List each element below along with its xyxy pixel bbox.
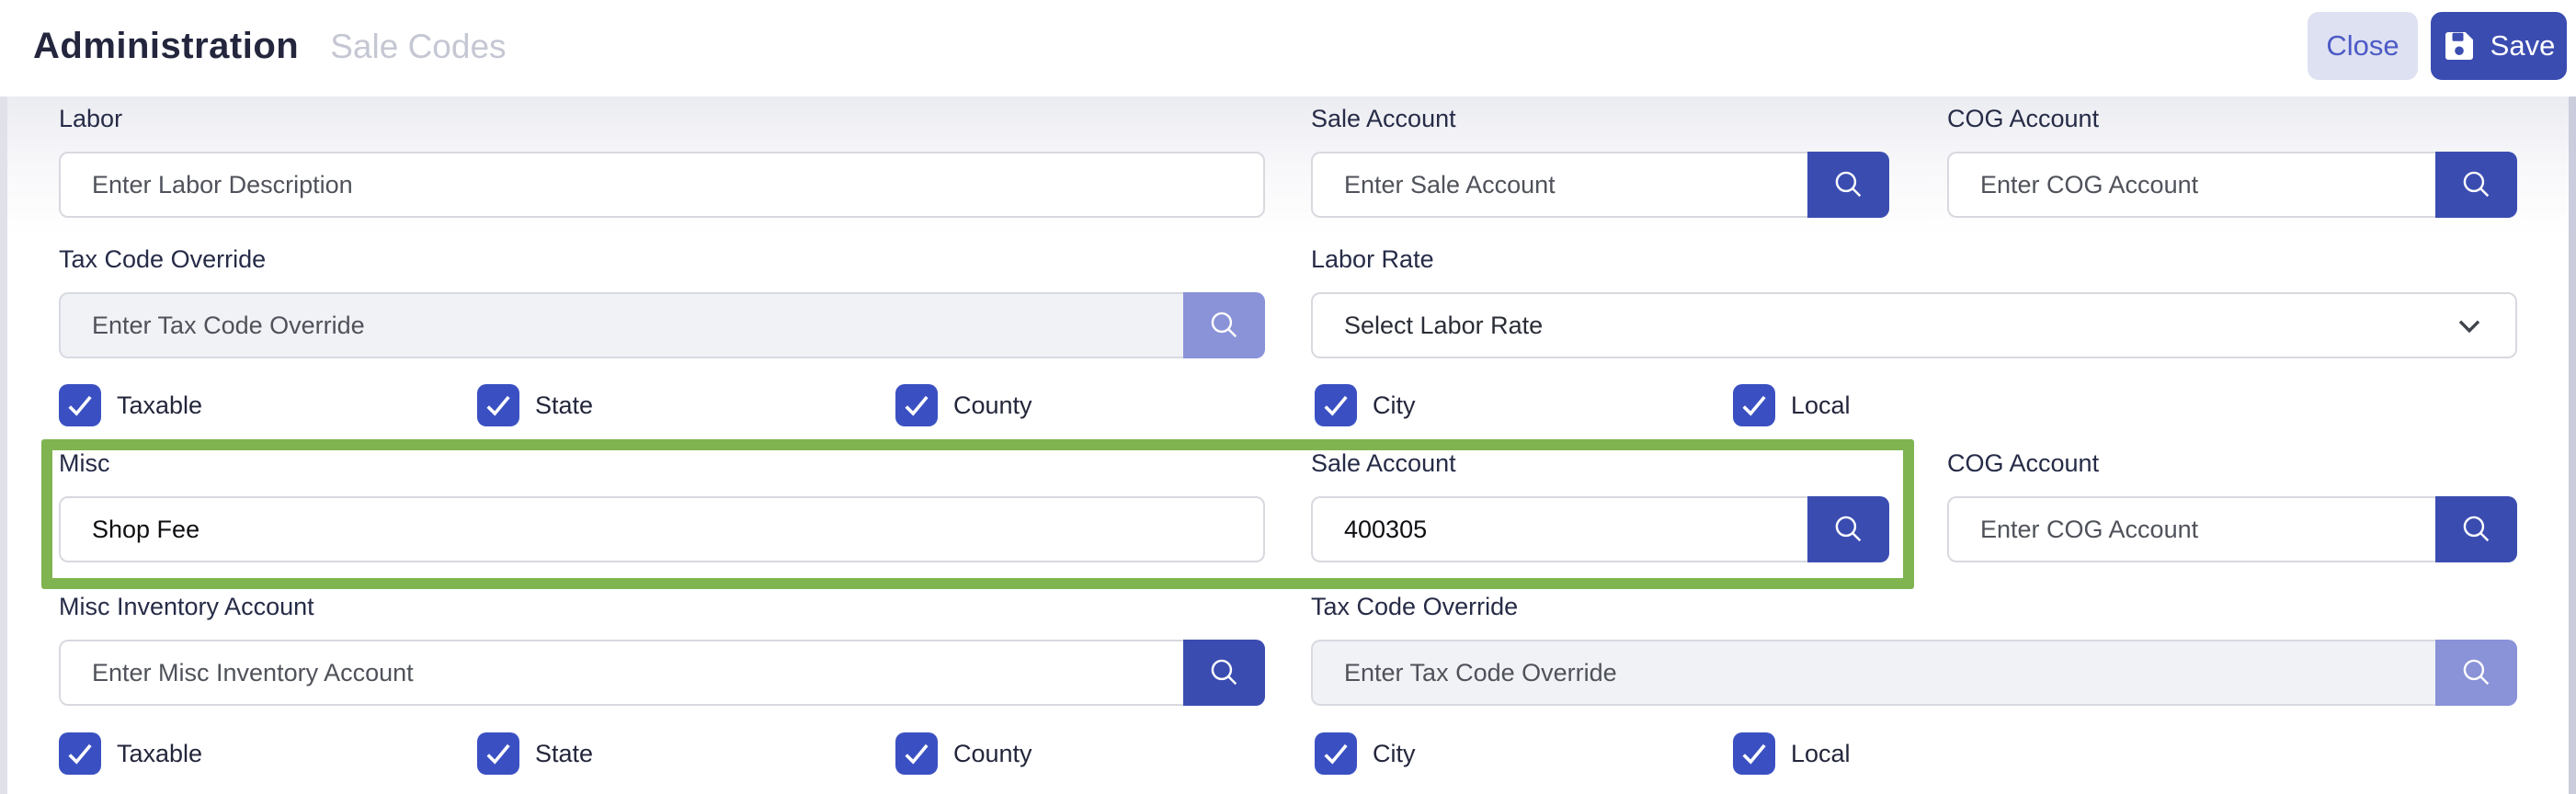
checkbox-taxable[interactable]: Taxable <box>59 384 202 426</box>
save-button[interactable]: Save <box>2431 12 2567 80</box>
checkbox-county-misc[interactable]: County <box>895 732 1032 775</box>
labor-rate-field: Labor Rate Select Labor Rate <box>1311 244 2517 358</box>
checkbox-label: Taxable <box>117 739 203 767</box>
check-icon <box>905 395 929 416</box>
checkbox-box <box>895 732 938 775</box>
check-icon <box>1742 743 1766 765</box>
checkbox-city[interactable]: City <box>1315 384 1416 426</box>
checkbox-label: State <box>535 391 594 419</box>
checkbox-box <box>477 384 519 426</box>
misc-sale-account-field: Sale Account <box>1311 448 1889 562</box>
misc-inventory-account-search-button[interactable] <box>1183 640 1265 706</box>
header-actions: Close Save <box>2308 12 2567 80</box>
tax-code-override-field: Tax Code Override <box>59 244 1265 358</box>
misc-tax-code-override-field: Tax Code Override <box>1311 591 2517 706</box>
tax-code-override-input <box>59 292 1183 358</box>
check-icon <box>1742 395 1766 416</box>
checkbox-box <box>1733 732 1775 775</box>
check-icon <box>68 395 92 416</box>
checkbox-taxable-misc[interactable]: Taxable <box>59 732 202 775</box>
labor-rate-select[interactable]: Select Labor Rate <box>1311 292 2517 358</box>
cog-account-label: COG Account <box>1947 105 2100 132</box>
checkbox-county[interactable]: County <box>895 384 1032 426</box>
checkbox-box <box>59 384 101 426</box>
magnifier-icon <box>1211 312 1237 338</box>
misc-inventory-account-field: Misc Inventory Account <box>59 591 1265 706</box>
misc-inventory-account-input[interactable] <box>59 640 1183 706</box>
misc-tax-code-override-search-button <box>2435 640 2517 706</box>
magnifier-icon <box>2463 516 2489 542</box>
sale-account-input[interactable] <box>1311 152 1807 218</box>
misc-cog-account-label: COG Account <box>1947 449 2100 477</box>
misc-tax-code-override-label: Tax Code Override <box>1311 593 1519 620</box>
checkbox-box <box>1733 384 1775 426</box>
checkbox-local-misc[interactable]: Local <box>1733 732 1851 775</box>
checkbox-box <box>1315 384 1357 426</box>
labor-field: Labor <box>59 103 1265 218</box>
cog-account-search-button[interactable] <box>2435 152 2517 218</box>
tax-code-override-search-button <box>1183 292 1265 358</box>
chevron-down-icon <box>2458 320 2480 334</box>
check-icon <box>905 743 929 765</box>
checkbox-label: County <box>953 739 1032 767</box>
misc-inventory-account-label: Misc Inventory Account <box>59 593 314 620</box>
magnifier-icon <box>1211 659 1237 686</box>
close-button[interactable]: Close <box>2308 12 2418 80</box>
check-icon <box>486 743 510 765</box>
misc-cog-account-input[interactable] <box>1947 496 2435 562</box>
tax-code-override-label: Tax Code Override <box>59 245 267 273</box>
labor-rate-selected-value: Select Labor Rate <box>1344 311 1544 339</box>
breadcrumb: Administration Sale Codes <box>33 26 507 67</box>
checkbox-local[interactable]: Local <box>1733 384 1851 426</box>
misc-cog-account-search-button[interactable] <box>2435 496 2517 562</box>
sale-account-label: Sale Account <box>1311 105 1456 132</box>
checkbox-box <box>59 732 101 775</box>
checkbox-box <box>1315 732 1357 775</box>
header-bar: Administration Sale Codes Close Save <box>0 0 2576 96</box>
cog-account-field: COG Account <box>1947 103 2517 218</box>
misc-sale-account-label: Sale Account <box>1311 449 1456 477</box>
check-icon <box>1324 743 1348 765</box>
misc-input[interactable] <box>59 496 1265 562</box>
misc-sale-account-input[interactable] <box>1311 496 1807 562</box>
checkbox-label: Local <box>1791 739 1851 767</box>
magnifier-icon <box>1835 171 1861 198</box>
cog-account-input[interactable] <box>1947 152 2435 218</box>
check-icon <box>486 395 510 416</box>
labor-input[interactable] <box>59 152 1265 218</box>
checkbox-label: City <box>1373 391 1416 419</box>
left-edge-strip <box>0 96 7 794</box>
misc-cog-account-field: COG Account <box>1947 448 2517 562</box>
form-panel: Labor Sale Account COG Account <box>0 96 2576 794</box>
sale-account-search-button[interactable] <box>1807 152 1889 218</box>
save-button-label: Save <box>2490 29 2556 62</box>
checkbox-box <box>477 732 519 775</box>
checkbox-label: Local <box>1791 391 1851 419</box>
sale-account-field: Sale Account <box>1311 103 1889 218</box>
checkbox-label: County <box>953 391 1032 419</box>
labor-rate-label: Labor Rate <box>1311 245 1434 273</box>
misc-label: Misc <box>59 449 110 477</box>
check-icon <box>68 743 92 765</box>
magnifier-icon <box>2463 171 2489 198</box>
checkbox-label: Taxable <box>117 391 203 419</box>
vertical-scrollbar[interactable] <box>2569 96 2576 794</box>
misc-tax-code-override-input <box>1311 640 2435 706</box>
breadcrumb-current: Sale Codes <box>330 28 507 65</box>
labor-label: Labor <box>59 105 123 132</box>
checkbox-box <box>895 384 938 426</box>
check-icon <box>1324 395 1348 416</box>
misc-field: Misc <box>59 448 1265 562</box>
checkbox-label: State <box>535 739 594 767</box>
magnifier-icon <box>1835 516 1861 542</box>
checkbox-city-misc[interactable]: City <box>1315 732 1416 775</box>
misc-sale-account-search-button[interactable] <box>1807 496 1889 562</box>
magnifier-icon <box>2463 659 2489 686</box>
page-title: Administration <box>33 26 300 66</box>
checkbox-state[interactable]: State <box>477 384 593 426</box>
floppy-disk-icon <box>2445 32 2473 60</box>
checkbox-label: City <box>1373 739 1416 767</box>
checkbox-state-misc[interactable]: State <box>477 732 593 775</box>
